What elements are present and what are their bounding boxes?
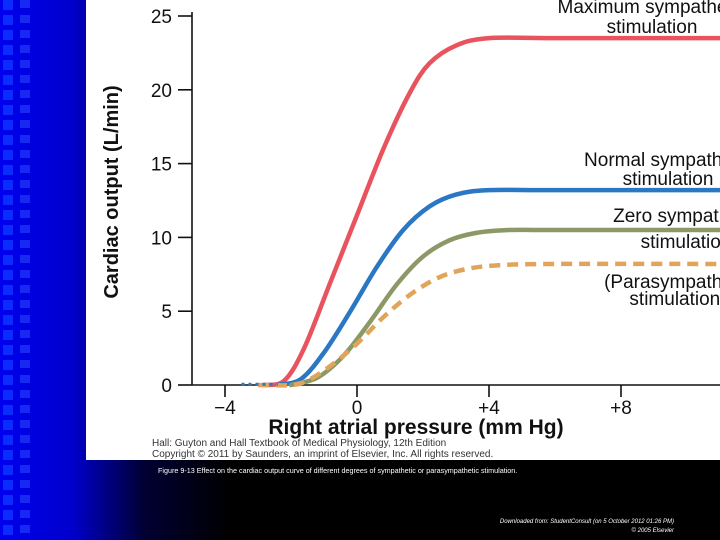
series-label: Maximum sympathetic: [558, 0, 720, 18]
curve-maximum-sympathetic: [262, 35, 720, 388]
curve-normal-sympathetic: [275, 187, 720, 388]
y-tick-label: 10: [151, 228, 172, 249]
series-label: stimulation: [623, 169, 714, 190]
y-tick-label: 25: [151, 7, 172, 28]
series-label: stimulation: [607, 17, 698, 38]
series-label: stimulation): [629, 289, 720, 310]
decorative-square-column-faded: [20, 0, 30, 540]
download-line-1: Downloaded from: StudentConsult (on 5 Oc…: [499, 519, 674, 525]
x-tick-label: +4: [478, 398, 500, 419]
y-tick-label: 20: [151, 81, 172, 102]
copyright-line-2: Copyright © 2011 by Saunders, an imprint…: [152, 449, 493, 460]
download-line-2: © 2005 Elsevier: [631, 528, 674, 534]
series-label: Zero sympathetic: [613, 206, 720, 227]
copyright-line-1: Hall: Guyton and Hall Textbook of Medica…: [152, 438, 446, 449]
figure-caption: Figure 9-13 Effect on the cardiac output…: [158, 466, 518, 475]
y-tick-label: 15: [151, 155, 172, 176]
x-axis-label: Right atrial pressure (mm Hg): [268, 416, 563, 439]
y-axis-label: Cardiac output (L/min): [101, 85, 123, 298]
series-label: Normal sympathetic: [584, 150, 720, 171]
decorative-square-column: [3, 0, 17, 540]
series-label: (Parasympathetic: [604, 272, 720, 293]
x-tick-label: +8: [610, 398, 632, 419]
curve-zero-sympathetic: [288, 227, 720, 388]
x-tick-label: −4: [214, 398, 236, 419]
x-tick-label: 0: [352, 398, 363, 419]
download-info: Downloaded from: StudentConsult (on 5 Oc…: [500, 518, 674, 536]
series-label: stimulation: [641, 232, 720, 253]
y-tick-label: 0: [161, 376, 172, 397]
y-tick-label: 5: [161, 302, 172, 323]
